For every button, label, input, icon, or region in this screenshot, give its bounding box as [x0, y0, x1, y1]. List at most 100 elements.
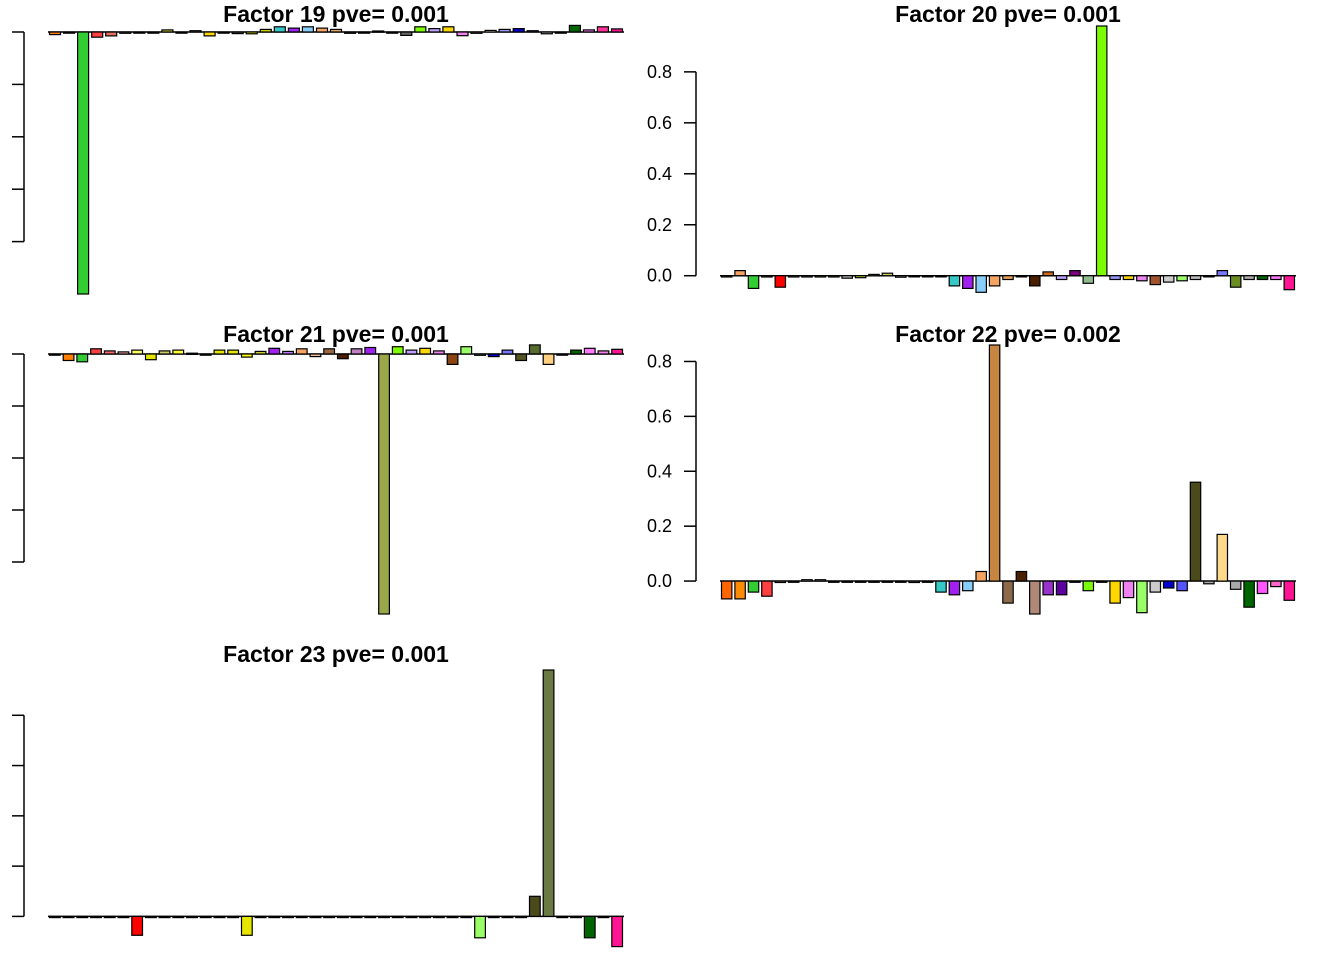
y-tick-label: 0.0: [647, 266, 672, 286]
bar: [336, 915, 349, 919]
bar: [446, 915, 459, 919]
y-tick-label: 0.2: [647, 215, 672, 235]
bar: [814, 579, 827, 582]
bar: [273, 26, 286, 33]
y-tick-label: 0.0: [647, 571, 672, 591]
bar: [90, 915, 102, 919]
bar: [908, 580, 920, 584]
bar: [487, 353, 500, 358]
bar: [364, 915, 377, 919]
bar: [484, 29, 497, 33]
y-tick-label: 0.2: [647, 516, 672, 536]
bar: [103, 915, 116, 919]
bar: [1256, 275, 1269, 281]
bar: [432, 350, 445, 355]
bar: [881, 272, 894, 277]
bar: [841, 580, 853, 583]
bar: [814, 275, 827, 278]
bar: [1095, 25, 1108, 277]
panel-title: Factor 20 pve= 0.001: [895, 1, 1121, 27]
bar: [1109, 580, 1121, 604]
bar: [295, 915, 308, 919]
bar: [570, 349, 583, 355]
bar: [487, 915, 500, 919]
panel-title: Factor 21 pve= 0.001: [223, 321, 449, 347]
y-tick-label: 0.6: [647, 113, 672, 133]
bar: [432, 915, 445, 919]
bar: [841, 275, 853, 279]
bar: [131, 349, 144, 355]
bar: [556, 353, 569, 356]
bar: [801, 275, 813, 278]
bar: [921, 275, 934, 278]
bar: [474, 353, 487, 356]
bar: [419, 347, 432, 355]
bar: [350, 348, 363, 355]
bar: [611, 348, 624, 355]
bar: [761, 580, 773, 597]
bar: [240, 915, 253, 936]
bar: [309, 915, 322, 919]
bar: [372, 30, 385, 33]
bar: [186, 915, 198, 919]
bar: [498, 28, 511, 33]
bar: [597, 915, 610, 919]
bar: [62, 353, 75, 362]
bar: [254, 350, 267, 355]
bar: [747, 275, 760, 290]
bar: [1176, 580, 1188, 592]
bar: [254, 915, 267, 919]
bar: [528, 344, 541, 355]
bar: [988, 275, 1001, 287]
bar: [1176, 275, 1188, 282]
bar: [48, 915, 61, 919]
bar: [105, 31, 118, 37]
bar: [378, 915, 391, 919]
bar: [76, 31, 90, 295]
bar: [948, 580, 961, 596]
bar: [48, 31, 62, 36]
bar: [1162, 275, 1175, 283]
bar: [515, 915, 528, 919]
bar: [761, 275, 773, 278]
bar: [854, 275, 867, 279]
bar: [935, 275, 947, 278]
bar: [1270, 275, 1282, 281]
bar: [1055, 275, 1068, 281]
bar: [734, 270, 746, 277]
bar: [1082, 275, 1095, 284]
bar: [48, 353, 61, 356]
bar: [1216, 533, 1229, 582]
bar: [734, 580, 746, 600]
bar: [117, 351, 130, 355]
bar: [203, 31, 216, 37]
bar: [240, 353, 253, 358]
bar: [344, 31, 357, 34]
bar: [1189, 275, 1202, 281]
bar: [948, 275, 961, 287]
bar: [827, 580, 840, 583]
bar: [144, 915, 157, 919]
bar: [1216, 270, 1229, 277]
bar: [894, 580, 907, 583]
y-tick-label: 0.6: [647, 406, 672, 426]
bar: [117, 915, 130, 919]
bar: [76, 915, 89, 919]
bar: [1162, 580, 1175, 589]
bar: [881, 580, 894, 583]
bar: [364, 346, 377, 355]
bar: [199, 353, 212, 356]
bar: [554, 31, 567, 34]
bar: [1203, 275, 1215, 278]
bar: [245, 31, 258, 35]
bar: [414, 26, 427, 33]
y-tick-label: 0.4: [647, 164, 672, 184]
bar: [801, 579, 813, 582]
bar: [1028, 580, 1041, 615]
panel-factor-20: Factor 20 pve= 0.001 0.0 0.2 0.4 0.6 0.8: [647, 1, 1296, 293]
bar: [227, 915, 240, 919]
panel-factor-22: Factor 22 pve= 0.002 0.0 0.2 0.4 0.6 0.8: [647, 321, 1296, 615]
bar: [1203, 580, 1215, 585]
bar: [405, 349, 418, 355]
